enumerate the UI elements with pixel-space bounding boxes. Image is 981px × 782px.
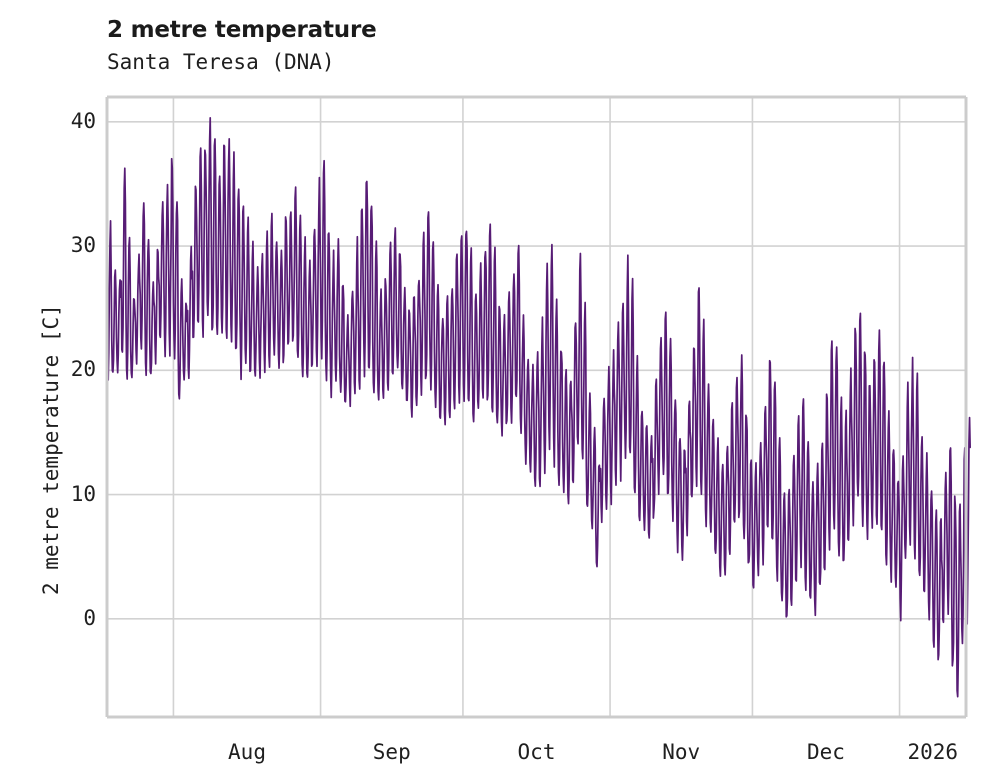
x-tick-label: 2026 [907, 740, 959, 764]
axis-frame [105, 95, 968, 719]
y-tick-label: 20 [70, 357, 96, 382]
x-tick-label: Oct [517, 740, 556, 764]
chart-title: 2 metre temperature [107, 17, 377, 43]
x-tick-label: Aug [228, 740, 266, 764]
x-tick-label: Nov [662, 740, 701, 764]
y-tick-label: 0 [83, 605, 96, 630]
x-tick-label: Dec [807, 740, 845, 764]
y-tick-label: 30 [70, 233, 96, 258]
x-tick-label: Sep [372, 740, 411, 764]
temperature-series [106, 116, 971, 698]
y-tick-label: 40 [70, 108, 96, 133]
chart-subtitle: Santa Teresa (DNA) [107, 50, 335, 74]
y-tick-label: 10 [70, 481, 96, 506]
